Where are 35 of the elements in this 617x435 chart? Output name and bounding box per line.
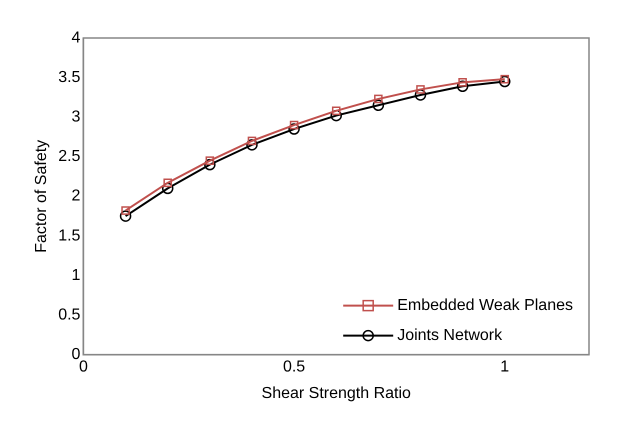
point bbox=[332, 106, 341, 116]
point bbox=[120, 210, 132, 222]
point bbox=[204, 158, 216, 170]
point bbox=[498, 76, 510, 88]
y-axis-title: Factor of Safety bbox=[33, 140, 50, 253]
point bbox=[500, 74, 510, 84]
y-tick-label: 3.5 bbox=[58, 68, 81, 86]
point bbox=[330, 110, 342, 122]
point bbox=[458, 78, 467, 87]
legend-label: Joints Network bbox=[397, 327, 504, 344]
point bbox=[374, 94, 383, 104]
point bbox=[163, 178, 172, 188]
point bbox=[121, 206, 130, 215]
point bbox=[248, 136, 256, 146]
y-tick-label: 1.5 bbox=[58, 227, 81, 244]
y-tick-label: 0.5 bbox=[58, 306, 81, 324]
point bbox=[246, 139, 258, 151]
point bbox=[290, 120, 298, 130]
x-tick-label: 1 bbox=[500, 358, 510, 376]
y-tick-label: 2 bbox=[72, 188, 81, 205]
point bbox=[456, 80, 468, 92]
y-tick-label: 1 bbox=[72, 266, 81, 284]
legend-label: Embedded Weak Planes bbox=[397, 297, 573, 314]
point bbox=[206, 156, 214, 165]
y-tick-label: 3 bbox=[72, 108, 81, 126]
y-tick-label: 2.5 bbox=[58, 148, 81, 166]
point bbox=[416, 85, 425, 94]
y-tick-label: 0 bbox=[72, 346, 81, 364]
point bbox=[414, 89, 426, 101]
x-tick-label: 0.5 bbox=[282, 358, 306, 376]
point bbox=[162, 182, 174, 194]
y-tick-label: 4 bbox=[72, 29, 81, 46]
x-axis-title: Shear Strength Ratio bbox=[262, 384, 412, 402]
point bbox=[372, 100, 384, 112]
point bbox=[288, 123, 300, 135]
